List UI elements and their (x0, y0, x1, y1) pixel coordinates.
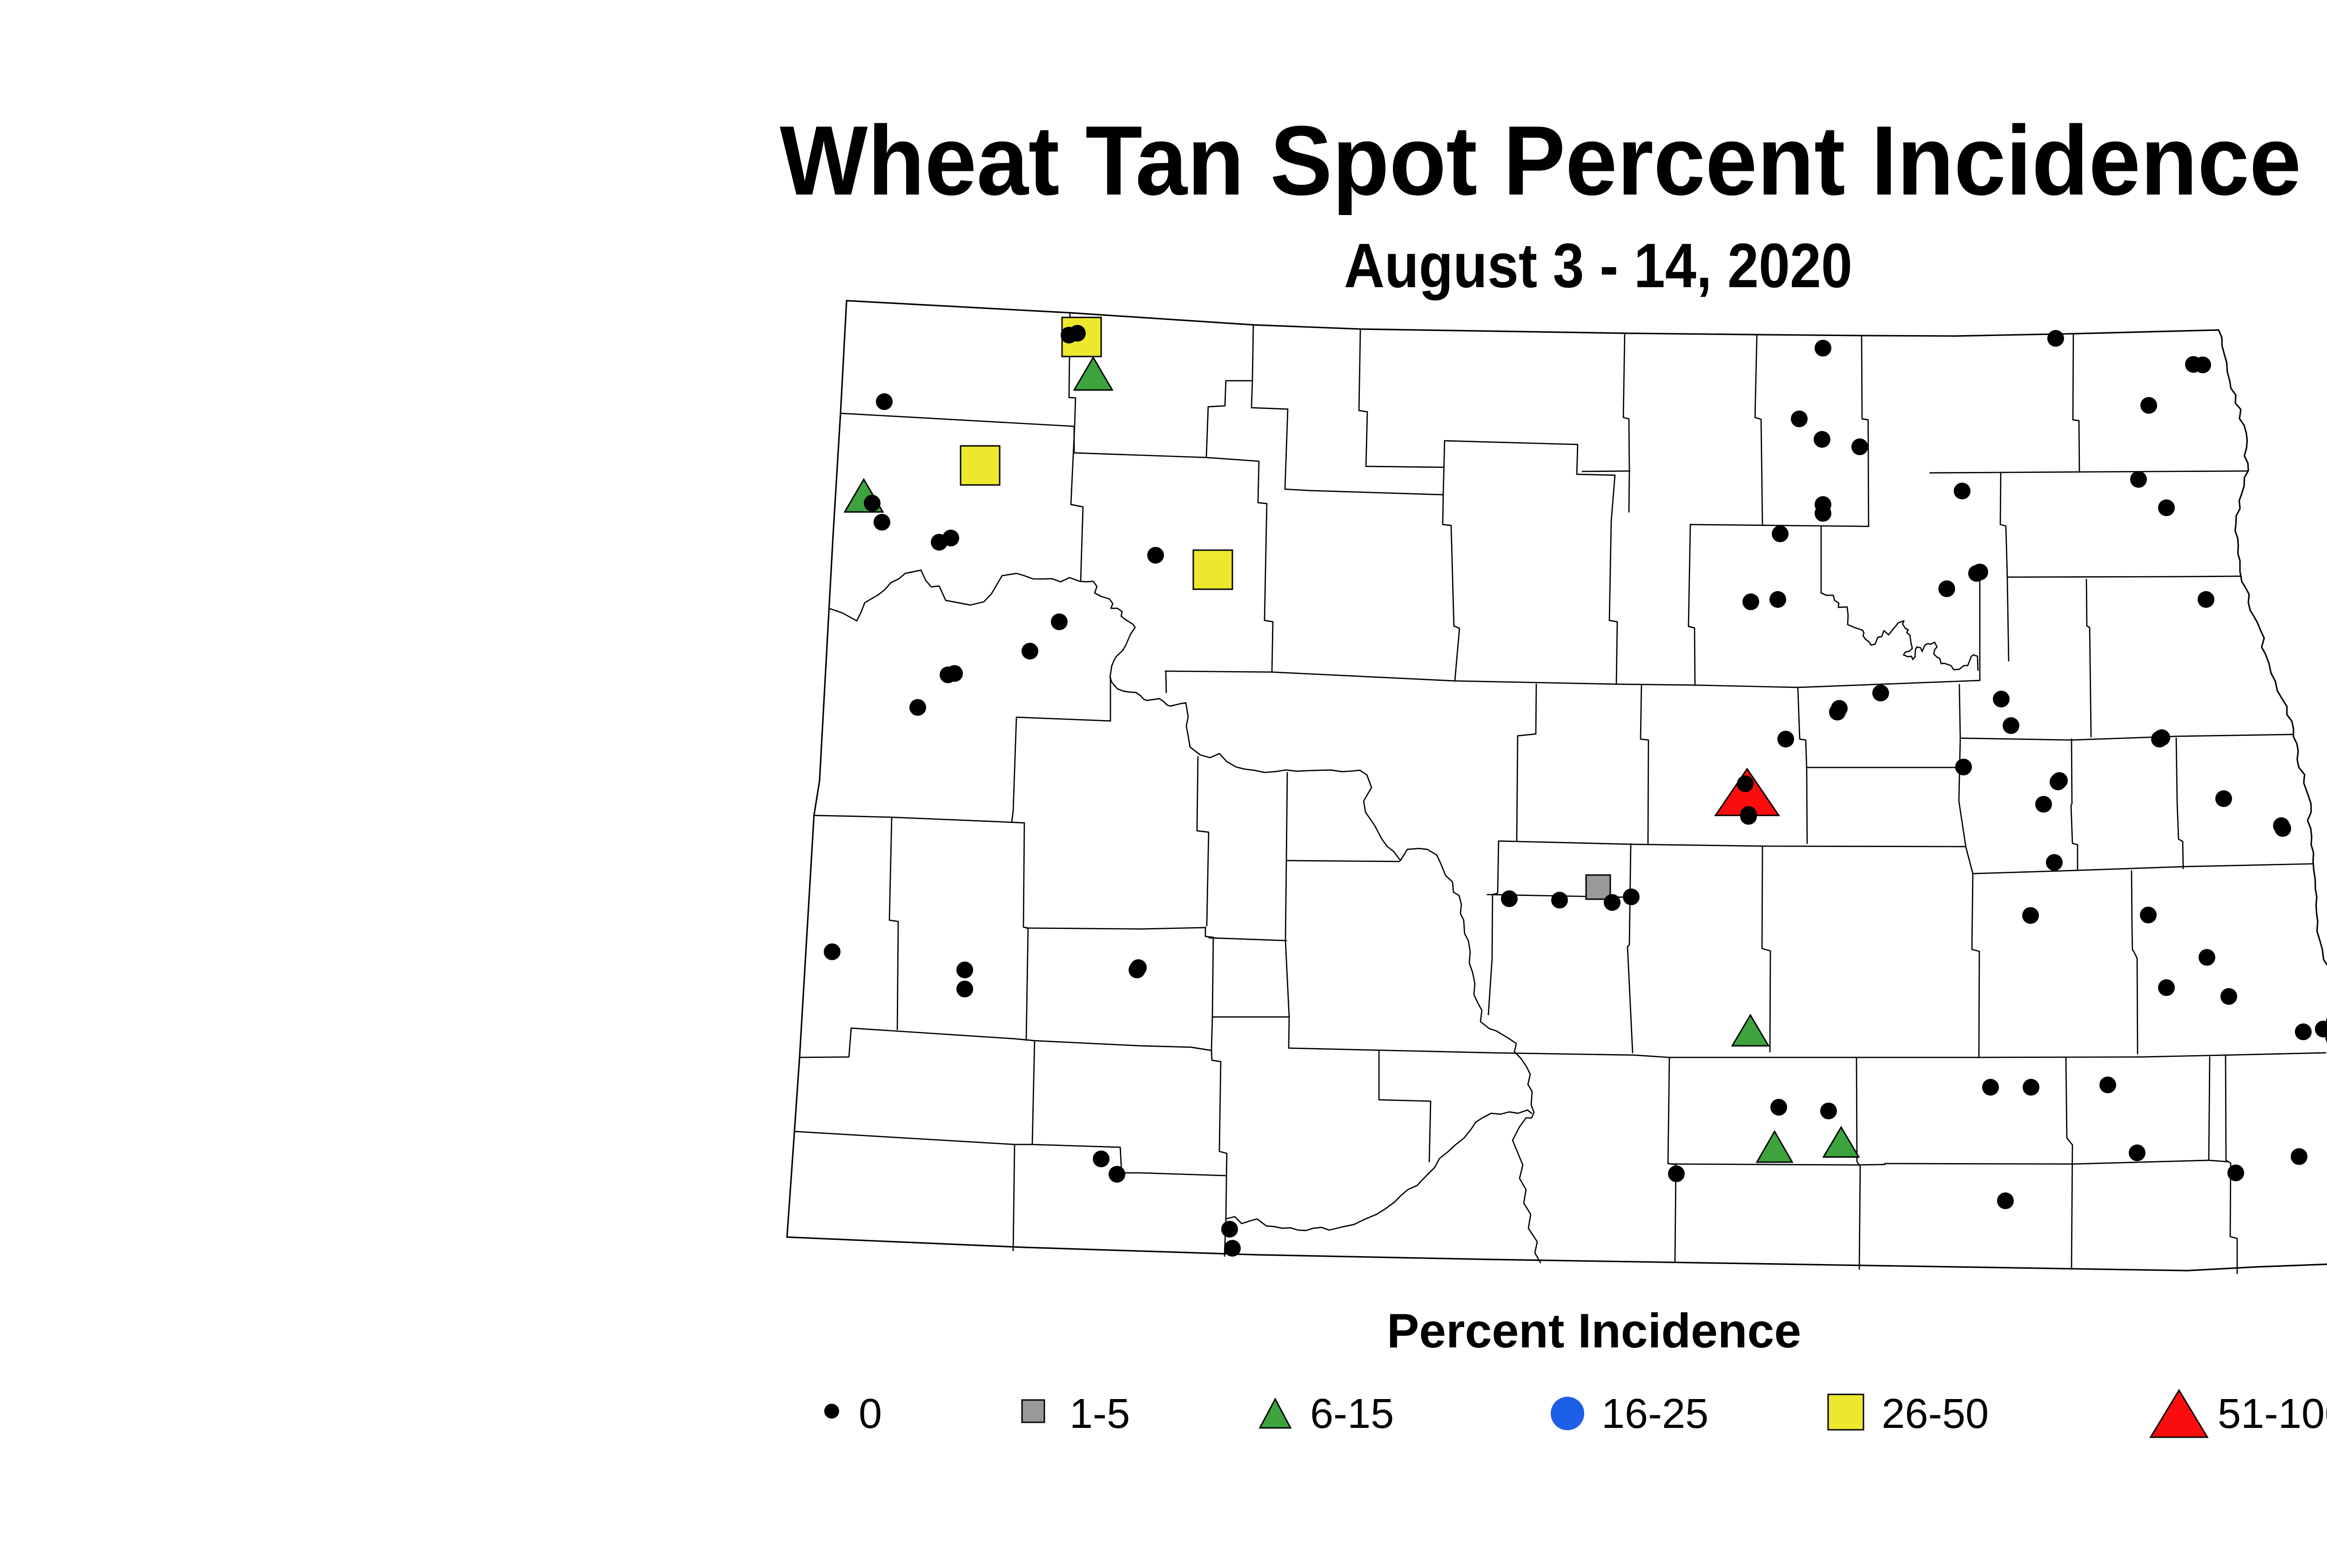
svg-text:16-25: 16-25 (1601, 1391, 1708, 1437)
svg-text:26-50: 26-50 (1882, 1391, 1989, 1437)
svg-text:0: 0 (859, 1391, 882, 1437)
svg-text:Percent Incidence: Percent Incidence (1387, 1304, 1801, 1358)
svg-text:51-100: 51-100 (2218, 1391, 2327, 1437)
svg-text:6-15: 6-15 (1310, 1391, 1394, 1437)
svg-text:1-5: 1-5 (1069, 1391, 1130, 1437)
